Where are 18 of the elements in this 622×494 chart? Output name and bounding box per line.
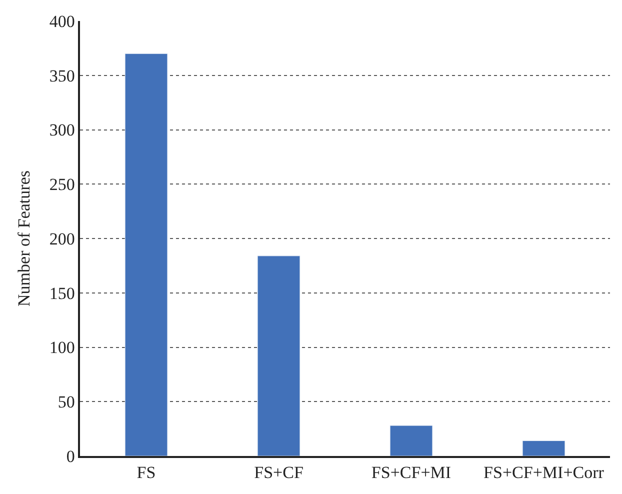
y-tick-label: 300 [49, 120, 75, 140]
y-tick-label: 200 [49, 229, 75, 248]
y-tick-label: 0 [66, 446, 75, 466]
y-axis-title: Number of Features [14, 170, 34, 306]
y-tick-label: 150 [49, 284, 75, 303]
x-tick-label: FS+CF [254, 463, 304, 482]
x-tick-label: FS+CF+MI+Corr [484, 463, 604, 482]
bar [124, 53, 168, 456]
y-tick-label: 250 [49, 175, 75, 194]
x-tick-label: FS [136, 463, 156, 482]
bar [522, 440, 566, 456]
x-tick-label: FS+CF+MI [371, 463, 452, 482]
y-tick-label: 350 [49, 66, 75, 86]
bar [257, 256, 300, 456]
bar [390, 425, 433, 456]
y-tick-label: 100 [49, 338, 75, 358]
y-tick-label: 50 [58, 392, 75, 412]
y-tick-label: 400 [49, 12, 75, 31]
